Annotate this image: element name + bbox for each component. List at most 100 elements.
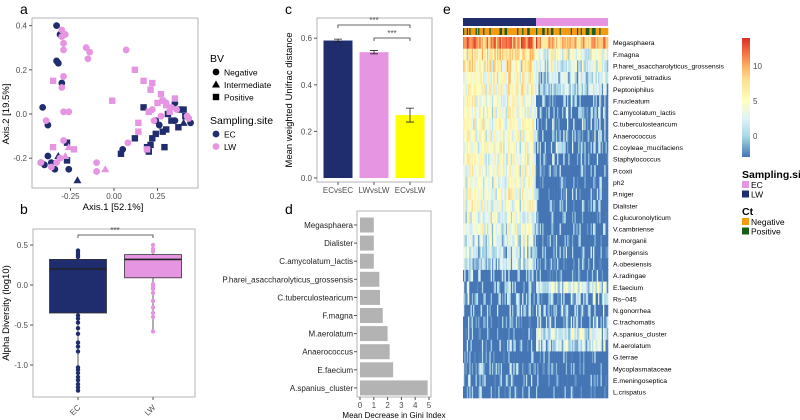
heatmap-cell <box>539 153 542 166</box>
heatmap-cell <box>585 106 588 119</box>
heatmap-cell <box>512 118 514 131</box>
ct-annotation-cell <box>598 28 600 35</box>
heatmap-cell <box>542 269 544 282</box>
heatmap-cell <box>544 246 547 259</box>
heatmap-cell <box>564 281 567 294</box>
heatmap-cell <box>519 211 522 224</box>
heatmap-cell <box>548 130 550 143</box>
heatmap-cell <box>503 106 505 119</box>
heatmap-cell <box>534 374 537 387</box>
heatmap-cell <box>569 211 572 224</box>
heatmap-cell <box>514 95 517 108</box>
heatmap-row-label: P.coxii <box>613 168 633 175</box>
heatmap-cell <box>575 60 578 73</box>
heatmap-cell <box>604 141 606 154</box>
heatmap-cell <box>589 118 591 131</box>
scatter-point-ec <box>63 157 71 164</box>
ct-annotation-cell <box>606 28 609 35</box>
heatmap-cell <box>515 37 518 49</box>
heatmap-cell <box>598 339 600 352</box>
heatmap-cell <box>557 234 559 247</box>
heatmap-cell <box>537 118 539 131</box>
heatmap-cell <box>475 293 478 306</box>
heatmap-cell <box>465 48 468 61</box>
heatmap-row-label: A.spanius_cluster <box>613 331 667 338</box>
heatmap-cell <box>581 304 584 317</box>
heatmap-cell <box>596 316 599 329</box>
ct-annotation-cell <box>533 28 536 35</box>
heatmap-cell <box>567 106 569 119</box>
heatmap-cell <box>488 188 490 201</box>
heatmap-cell <box>524 165 527 178</box>
heatmap-cell <box>499 176 502 189</box>
heatmap-cell <box>495 328 498 341</box>
heatmap-cell <box>476 374 479 387</box>
heatmap-cell <box>558 165 560 178</box>
ct-annotation-cell <box>583 28 585 35</box>
heatmap-cell <box>514 141 517 154</box>
heatmap-cell <box>567 48 569 61</box>
heatmap-cell <box>490 60 493 73</box>
ct-annotation-cell <box>479 28 481 35</box>
heatmap-cell <box>463 304 465 317</box>
heatmap-cell <box>491 223 494 236</box>
heatmap-cell <box>489 60 491 73</box>
heatmap-cell <box>532 386 534 399</box>
heatmap-cell <box>530 316 533 329</box>
heatmap-cell <box>502 71 504 84</box>
scatter-point-lw <box>60 108 67 116</box>
heatmap-cell <box>471 176 474 189</box>
heatmap-cell <box>510 374 513 387</box>
heatmap-cell <box>585 71 588 84</box>
heatmap-cell <box>495 293 498 306</box>
heatmap-cell <box>519 304 522 317</box>
heatmap-cell <box>484 83 486 96</box>
y-tick-label: Dialister <box>324 239 353 248</box>
heatmap-cell <box>552 281 554 294</box>
heatmap-cell <box>565 83 568 96</box>
x-tick-label: -0.25 <box>61 192 80 201</box>
box-lw <box>124 254 182 279</box>
heatmap-cell <box>470 246 473 259</box>
legend-label-site: EC <box>224 130 236 140</box>
heatmap-cell <box>478 339 480 352</box>
heatmap-cell <box>490 130 493 143</box>
heatmap-cell <box>600 176 603 189</box>
heatmap-cell <box>464 118 466 131</box>
heatmap-cell <box>536 281 538 294</box>
heatmap-cell <box>558 153 560 166</box>
heatmap-cell <box>522 293 524 306</box>
heatmap-cell <box>595 118 598 131</box>
heatmap-cell <box>465 386 468 399</box>
heatmap-cell <box>538 363 541 376</box>
heatmap-cell <box>572 351 574 364</box>
heatmap-cell <box>575 246 578 259</box>
heatmap-cell <box>579 60 581 73</box>
ct-annotation-cell <box>542 28 544 35</box>
ct-annotation-cell <box>545 28 548 35</box>
heatmap-cell <box>606 106 609 119</box>
heatmap-cell <box>512 351 514 364</box>
heatmap-cell <box>572 223 574 236</box>
heatmap-cell <box>514 386 517 399</box>
heatmap-cell <box>503 176 505 189</box>
heatmap-cell <box>588 60 590 73</box>
heatmap-cell <box>536 269 538 282</box>
heatmap-cell <box>519 363 522 376</box>
heatmap-cell <box>469 153 471 166</box>
heatmap-cell <box>527 118 529 131</box>
heatmap-cell <box>598 200 600 212</box>
heatmap-cell <box>494 258 497 271</box>
heatmap-cell <box>585 316 588 329</box>
heatmap-cell <box>562 351 564 364</box>
heatmap-cell <box>537 339 539 352</box>
heatmap-cell <box>575 339 578 352</box>
heatmap-cell <box>604 60 606 73</box>
heatmap-cell <box>527 351 529 364</box>
heatmap-cell <box>525 71 528 84</box>
heatmap-cell <box>578 258 580 271</box>
heatmap-cell <box>583 188 585 201</box>
heatmap-cell <box>530 269 533 282</box>
heatmap-cell <box>481 258 484 271</box>
heatmap-cell <box>527 211 529 224</box>
